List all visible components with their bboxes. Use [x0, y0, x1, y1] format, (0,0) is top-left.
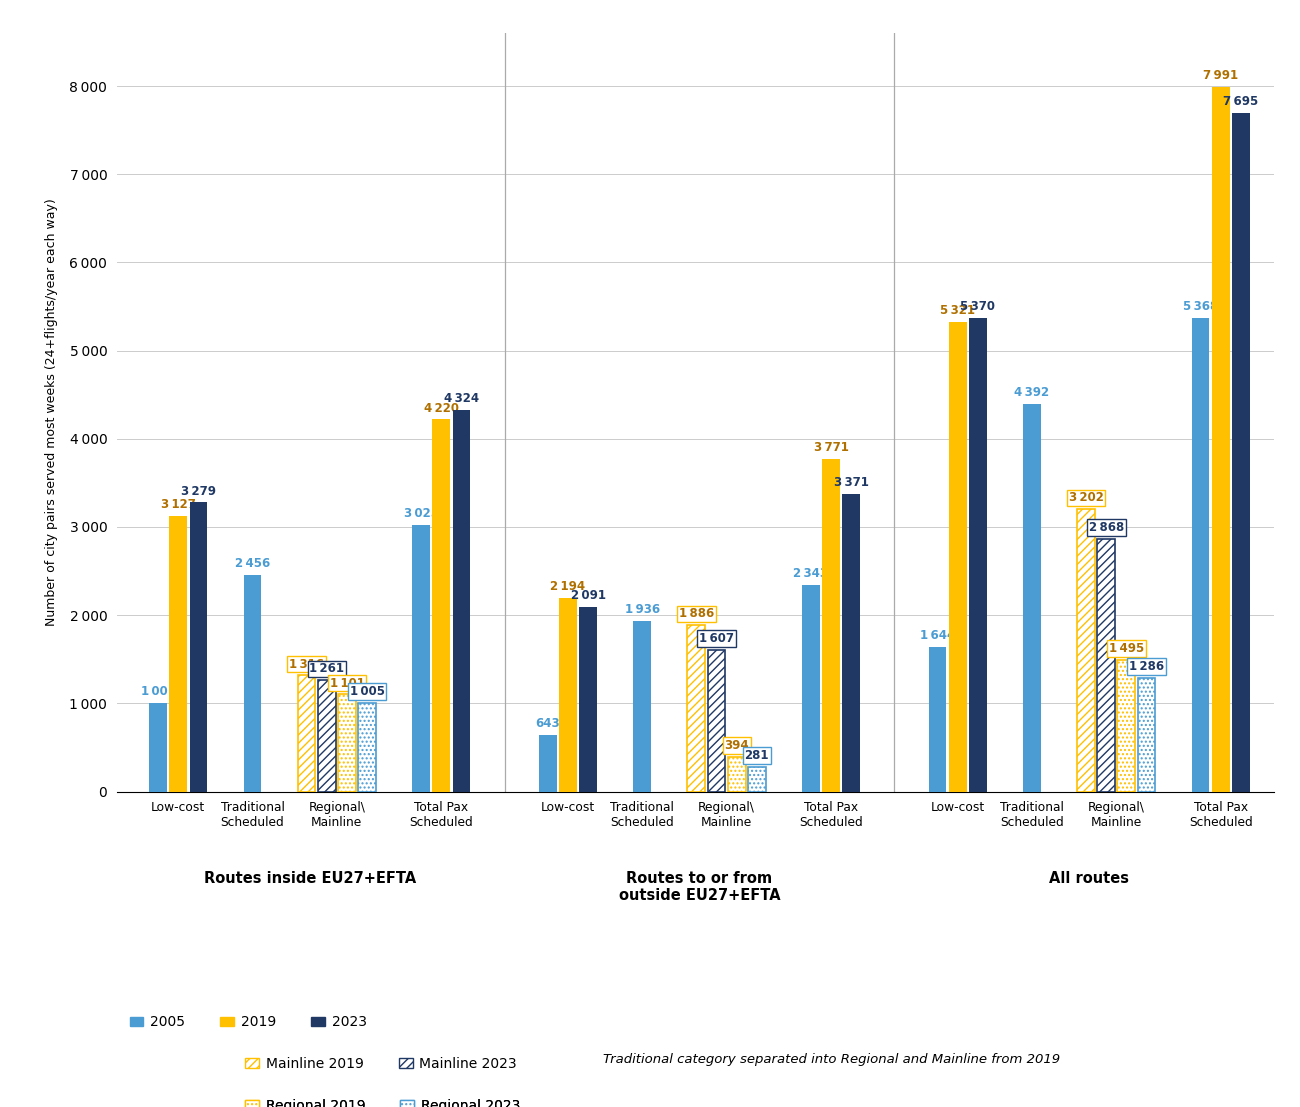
- Bar: [243, 575, 261, 792]
- Text: 4 392: 4 392: [1014, 386, 1049, 400]
- Bar: [949, 322, 967, 792]
- Bar: [802, 584, 820, 792]
- Text: Routes inside EU27+EFTA: Routes inside EU27+EFTA: [204, 871, 416, 886]
- Bar: [580, 607, 597, 792]
- Text: 3 127: 3 127: [161, 498, 196, 511]
- Text: 1 936: 1 936: [625, 603, 660, 615]
- Text: Traditional category separated into Regional and Mainline from 2019: Traditional category separated into Regi…: [603, 1053, 1060, 1066]
- Bar: [688, 625, 705, 792]
- Bar: [1118, 660, 1135, 792]
- Bar: [452, 411, 471, 792]
- Y-axis label: Number of city pairs served most weeks (24+flights/year each way): Number of city pairs served most weeks (…: [46, 198, 58, 627]
- Text: 2 456: 2 456: [235, 557, 270, 570]
- Bar: [1097, 539, 1115, 792]
- Text: 2 194: 2 194: [550, 580, 585, 593]
- Text: 5 368: 5 368: [1183, 300, 1218, 313]
- Bar: [707, 650, 725, 792]
- Bar: [968, 318, 987, 792]
- Text: 1 316: 1 316: [289, 658, 324, 671]
- Bar: [728, 757, 745, 792]
- Bar: [633, 621, 651, 792]
- Bar: [822, 459, 840, 792]
- Text: 1 495: 1 495: [1109, 642, 1144, 655]
- Text: 3 202: 3 202: [1069, 492, 1104, 505]
- Text: 1 607: 1 607: [699, 632, 734, 645]
- Bar: [1078, 509, 1095, 792]
- Bar: [433, 420, 450, 792]
- Bar: [1232, 113, 1249, 792]
- Text: 3 025: 3 025: [404, 507, 438, 520]
- Text: 3 279: 3 279: [181, 485, 216, 497]
- Bar: [298, 675, 316, 792]
- Bar: [928, 646, 946, 792]
- Bar: [1192, 318, 1209, 792]
- Text: 1 101: 1 101: [329, 676, 364, 690]
- Bar: [1138, 679, 1156, 792]
- Text: 2 868: 2 868: [1088, 520, 1123, 534]
- Text: 3 371: 3 371: [833, 476, 868, 489]
- Text: 394: 394: [724, 738, 749, 752]
- Text: All routes: All routes: [1049, 871, 1130, 886]
- Bar: [338, 694, 356, 792]
- Bar: [359, 703, 376, 792]
- Text: 4 220: 4 220: [424, 402, 459, 414]
- Bar: [190, 503, 208, 792]
- Text: 281: 281: [745, 748, 770, 762]
- Legend: Regional 2019, Regional 2023: Regional 2019, Regional 2023: [239, 1093, 526, 1107]
- Bar: [747, 767, 766, 792]
- Bar: [169, 516, 187, 792]
- Text: 1 886: 1 886: [679, 608, 714, 620]
- Bar: [842, 494, 861, 792]
- Text: 7 991: 7 991: [1204, 69, 1239, 82]
- Bar: [1212, 87, 1230, 792]
- Bar: [540, 735, 556, 792]
- Text: 5 321: 5 321: [940, 304, 975, 318]
- Text: 2 091: 2 091: [571, 589, 606, 602]
- Text: 1 286: 1 286: [1128, 660, 1164, 673]
- Text: 2 343: 2 343: [793, 567, 828, 580]
- Text: 5 370: 5 370: [961, 300, 996, 313]
- Text: 7 695: 7 695: [1223, 95, 1258, 108]
- Bar: [1023, 404, 1041, 792]
- Bar: [318, 681, 335, 792]
- Text: 1 005: 1 005: [350, 685, 385, 699]
- Text: 1 001: 1 001: [140, 685, 176, 699]
- Text: 1 261: 1 261: [309, 662, 344, 675]
- Text: Routes to or from
outside EU27+EFTA: Routes to or from outside EU27+EFTA: [619, 871, 780, 903]
- Bar: [559, 598, 577, 792]
- Text: 3 771: 3 771: [814, 442, 849, 454]
- Bar: [150, 703, 166, 792]
- Text: 643: 643: [536, 717, 560, 730]
- Text: 4 324: 4 324: [445, 392, 480, 405]
- Text: 1 644: 1 644: [920, 629, 956, 642]
- Bar: [412, 525, 430, 792]
